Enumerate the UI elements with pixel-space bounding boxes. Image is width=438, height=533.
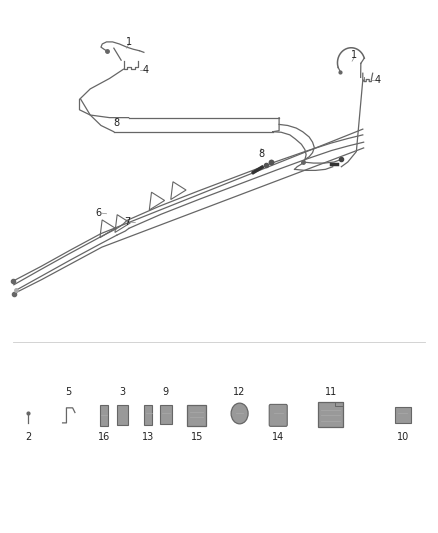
Text: 10: 10	[396, 432, 409, 442]
Text: 2: 2	[25, 432, 31, 442]
Text: 8: 8	[113, 118, 119, 128]
FancyBboxPatch shape	[159, 406, 172, 424]
Text: 11: 11	[325, 387, 337, 397]
Text: 6: 6	[96, 208, 102, 218]
Text: 1: 1	[126, 37, 132, 47]
Text: 14: 14	[272, 432, 284, 442]
FancyBboxPatch shape	[269, 405, 287, 426]
Text: 16: 16	[98, 432, 110, 442]
FancyBboxPatch shape	[187, 405, 206, 426]
Text: 8: 8	[259, 149, 265, 159]
FancyBboxPatch shape	[144, 406, 152, 425]
Circle shape	[231, 403, 248, 424]
Text: 1: 1	[351, 51, 357, 60]
FancyBboxPatch shape	[117, 406, 128, 425]
FancyBboxPatch shape	[395, 407, 411, 423]
Text: 4: 4	[375, 75, 381, 85]
Text: 5: 5	[66, 387, 72, 397]
Text: 13: 13	[142, 432, 154, 442]
FancyBboxPatch shape	[318, 402, 343, 427]
FancyBboxPatch shape	[100, 405, 108, 426]
Text: 7: 7	[124, 217, 131, 227]
Text: 12: 12	[233, 387, 246, 397]
Text: 3: 3	[120, 387, 125, 397]
Text: 4: 4	[143, 65, 149, 75]
Text: 9: 9	[162, 387, 168, 397]
Text: 15: 15	[191, 432, 203, 442]
